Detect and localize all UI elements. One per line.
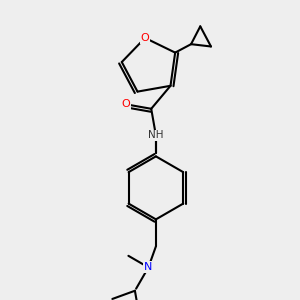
Text: O: O <box>141 33 149 43</box>
Text: O: O <box>122 99 130 110</box>
Text: N: N <box>144 262 153 272</box>
Text: NH: NH <box>148 130 164 140</box>
